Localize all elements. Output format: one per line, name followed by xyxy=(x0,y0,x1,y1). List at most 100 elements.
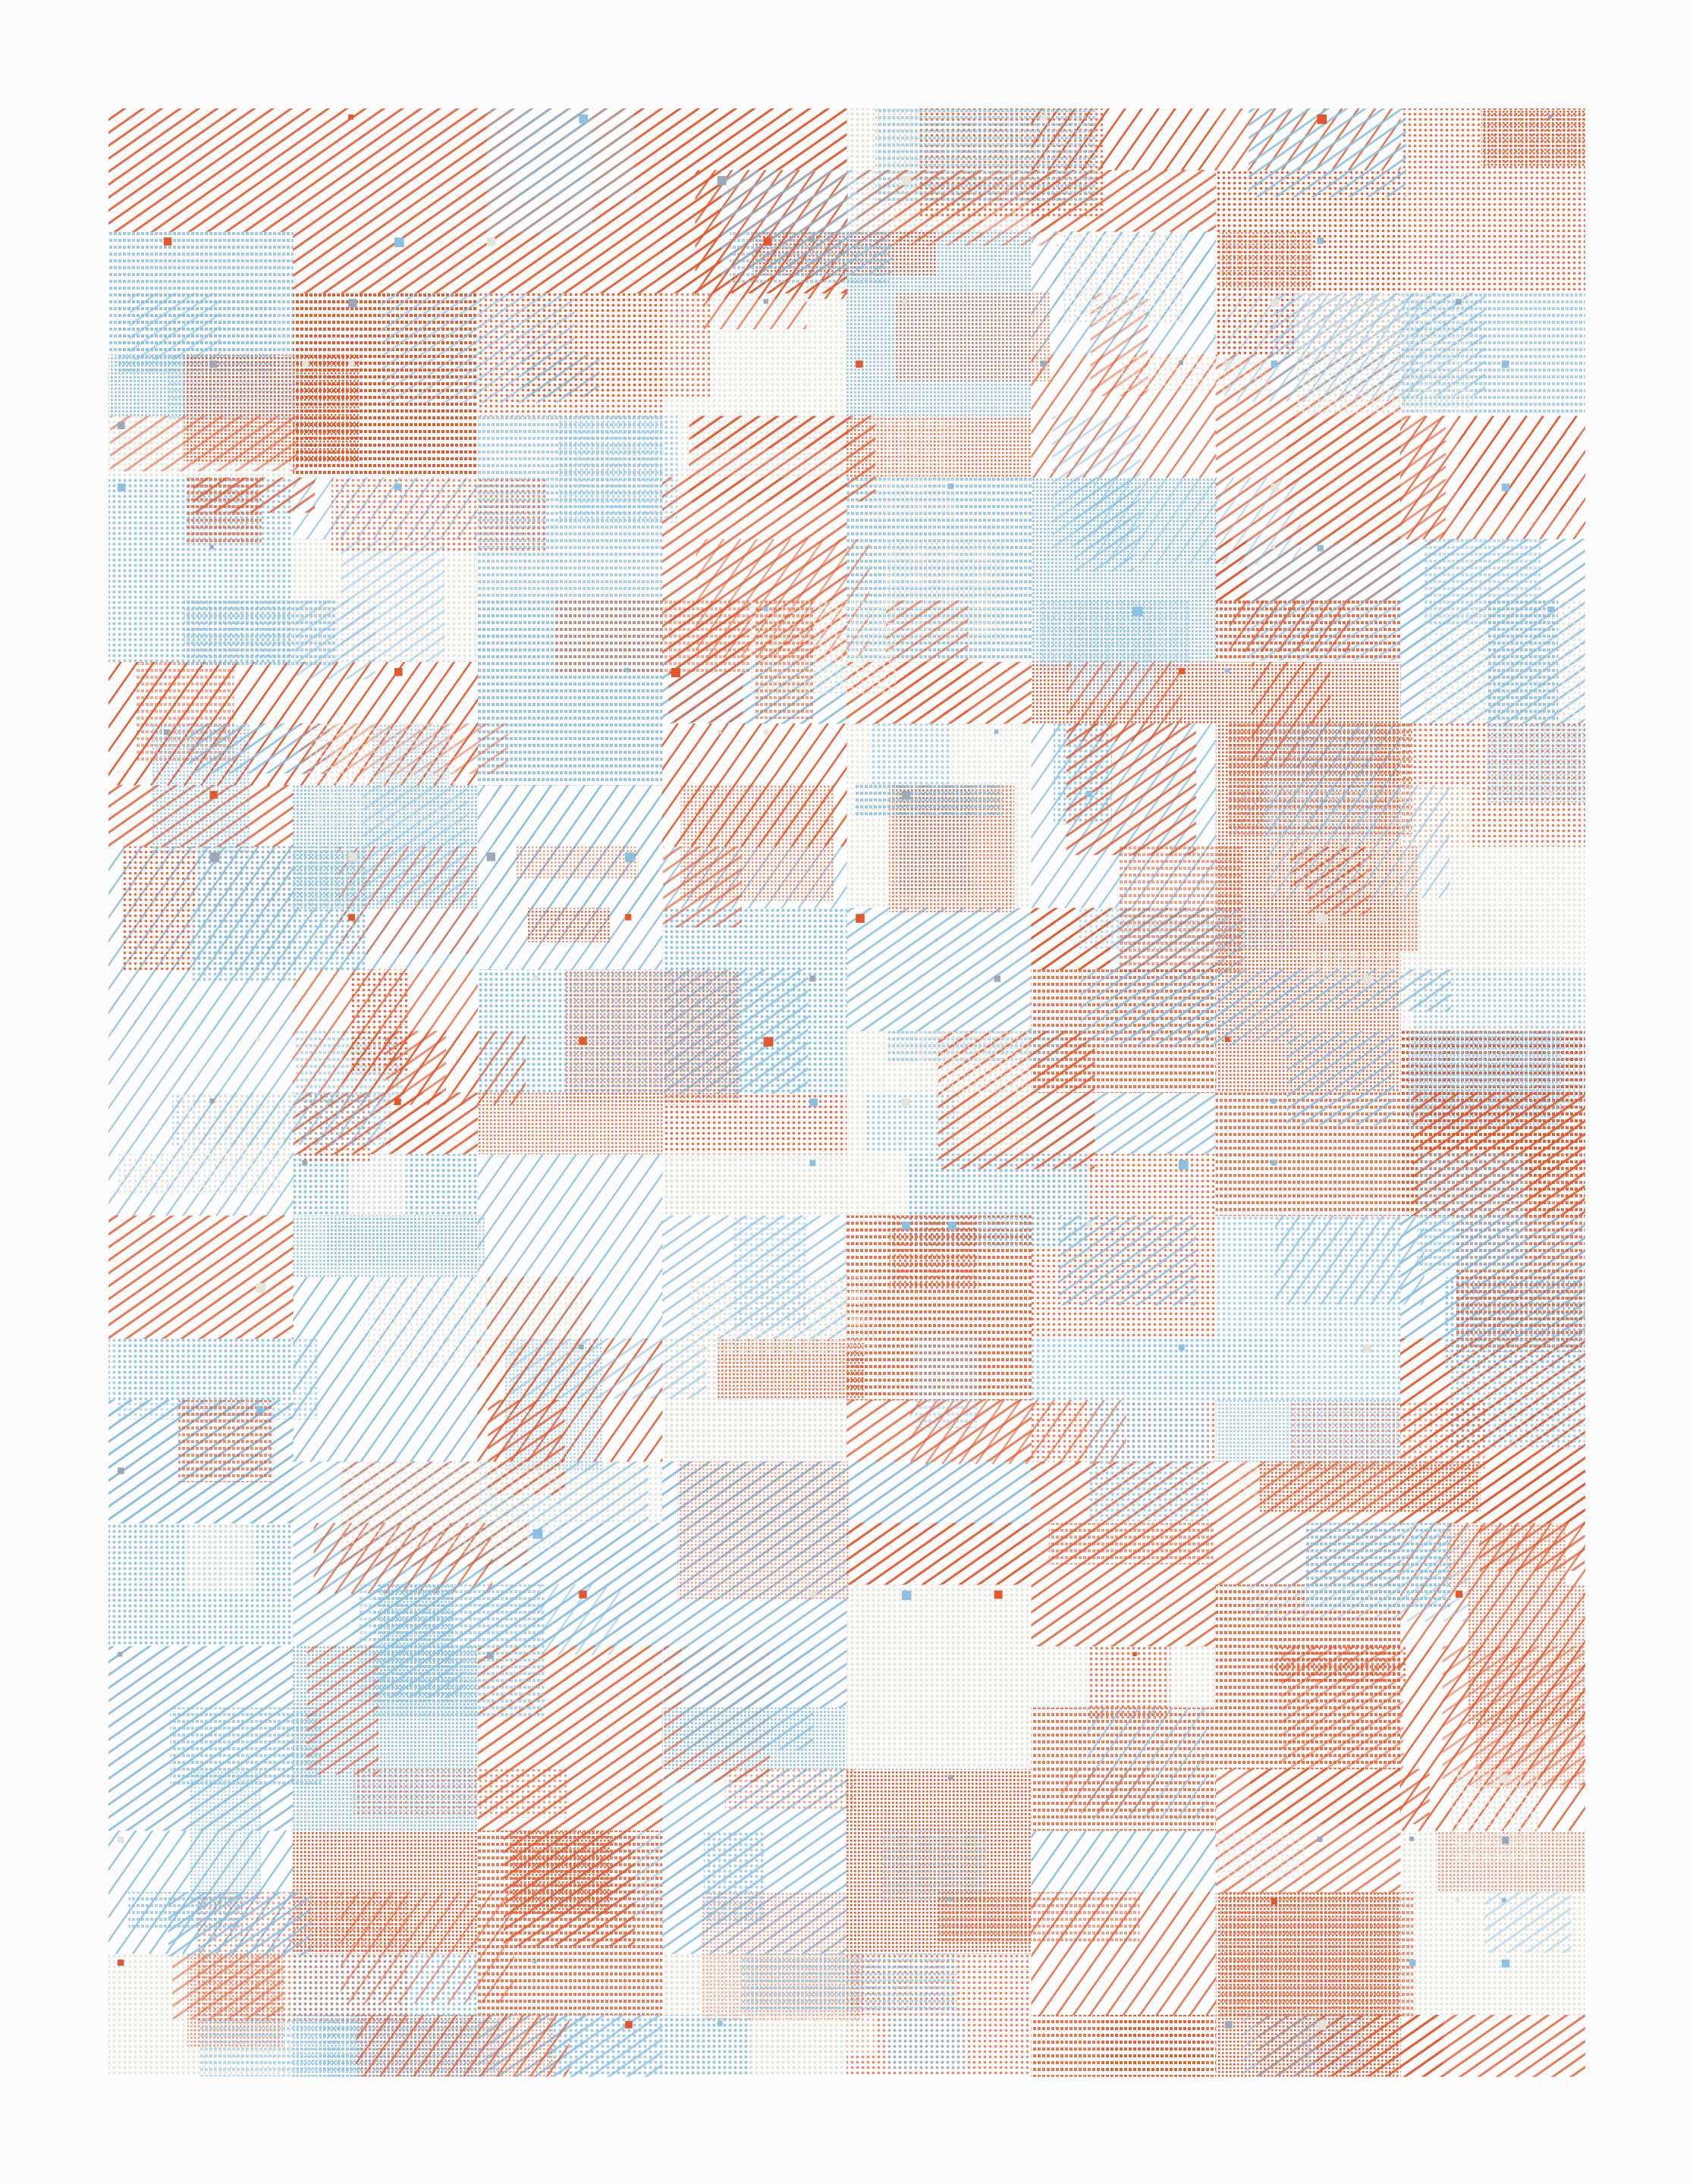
square-dot xyxy=(1224,667,1230,673)
square-dot xyxy=(1501,1960,1510,1968)
pattern-block xyxy=(565,969,740,1105)
pattern-block xyxy=(1066,661,1182,742)
pattern-block xyxy=(190,1768,262,1905)
pattern-cell xyxy=(1031,1830,1217,1893)
pattern-block xyxy=(1249,1768,1430,1825)
square-dot xyxy=(763,606,768,611)
pattern-block xyxy=(1446,1523,1566,1587)
pattern-block xyxy=(887,2015,965,2071)
square-dot xyxy=(1409,1836,1415,1841)
square-dot xyxy=(856,914,865,923)
pattern-block xyxy=(681,1646,813,1751)
square-dot xyxy=(1179,360,1183,366)
square-dot xyxy=(671,667,680,677)
square-dot xyxy=(1132,1652,1137,1656)
square-dot xyxy=(625,914,632,921)
pattern-block xyxy=(185,1523,254,1593)
pattern-block xyxy=(372,723,449,809)
square-dot xyxy=(348,852,358,862)
square-dot xyxy=(1317,914,1327,924)
square-dot xyxy=(1455,1590,1463,1598)
square-dot xyxy=(256,1037,260,1041)
pattern-block xyxy=(555,600,750,673)
pattern-block xyxy=(1219,231,1313,287)
square-dot xyxy=(1501,1774,1510,1784)
square-dot xyxy=(763,237,772,246)
square-dot xyxy=(1501,483,1509,491)
pattern-block xyxy=(1467,1584,1585,1726)
pattern-cell xyxy=(846,908,1032,1031)
pattern-block xyxy=(894,293,1051,381)
pattern-cell xyxy=(108,108,294,232)
square-dot xyxy=(1179,1159,1189,1170)
square-dot xyxy=(256,1282,266,1293)
pattern-block xyxy=(1230,600,1351,652)
pattern-block xyxy=(341,1461,562,1552)
pattern-block xyxy=(128,1891,243,1931)
square-dot xyxy=(486,852,495,861)
pattern-block xyxy=(1088,1646,1170,1721)
square-dot xyxy=(1271,1897,1277,1905)
pattern-block xyxy=(295,600,375,679)
pattern-block xyxy=(938,1891,1140,1943)
square-dot xyxy=(856,360,863,368)
pattern-block xyxy=(1286,1031,1395,1126)
pattern-block xyxy=(1063,231,1184,323)
pattern-block xyxy=(1242,2015,1317,2077)
square-dot xyxy=(532,975,539,981)
pattern-block xyxy=(886,600,969,719)
pattern-block xyxy=(1217,1830,1308,1881)
pattern-block xyxy=(1110,1338,1277,1395)
pattern-block xyxy=(513,108,634,199)
square-dot xyxy=(1409,1960,1416,1966)
pattern-block xyxy=(677,1461,850,1599)
pattern-block xyxy=(1271,1646,1407,1684)
square-dot xyxy=(394,237,404,247)
square-dot xyxy=(579,1345,584,1350)
pattern-block xyxy=(1423,538,1541,627)
square-dot xyxy=(902,176,912,186)
square-dot xyxy=(1547,606,1554,613)
square-dot xyxy=(394,667,403,676)
square-dot xyxy=(118,483,126,491)
square-dot xyxy=(302,360,309,367)
square-dot xyxy=(625,667,630,673)
square-dot xyxy=(625,2021,633,2029)
square-dot xyxy=(118,1836,124,1844)
square-dot xyxy=(902,299,908,305)
pattern-block xyxy=(487,1276,592,1410)
square-dot xyxy=(1224,360,1231,367)
pattern-block xyxy=(856,170,1059,246)
pattern-cell xyxy=(108,1215,294,1339)
pattern-block xyxy=(914,1338,978,1429)
square-dot xyxy=(1179,1345,1185,1351)
square-dot xyxy=(902,791,911,800)
pattern-cell xyxy=(846,1584,1032,1770)
square-layer xyxy=(118,115,1554,2030)
square-dot xyxy=(717,176,727,186)
pattern-block xyxy=(854,785,1004,818)
pattern-block xyxy=(1304,1523,1450,1608)
square-dot xyxy=(809,237,815,243)
square-dot xyxy=(625,852,635,862)
square-dot xyxy=(486,1652,494,1659)
pattern-block xyxy=(1224,293,1424,402)
pattern-block xyxy=(357,2015,554,2077)
pattern-block xyxy=(348,1153,407,1220)
pattern-cell xyxy=(293,108,479,293)
square-dot xyxy=(1224,2021,1233,2029)
pattern-block xyxy=(385,1031,446,1151)
square-dot xyxy=(947,1774,953,1781)
pattern-block xyxy=(703,231,807,330)
pattern-block xyxy=(1088,1400,1208,1521)
square-dot xyxy=(118,1467,124,1474)
pattern-block xyxy=(1220,1891,1414,2016)
pattern-block xyxy=(515,846,639,879)
square-dot xyxy=(1086,1221,1093,1228)
square-dot xyxy=(348,360,355,367)
square-dot xyxy=(209,1098,215,1103)
square-dot xyxy=(809,1159,816,1166)
square-dot xyxy=(902,1221,910,1230)
